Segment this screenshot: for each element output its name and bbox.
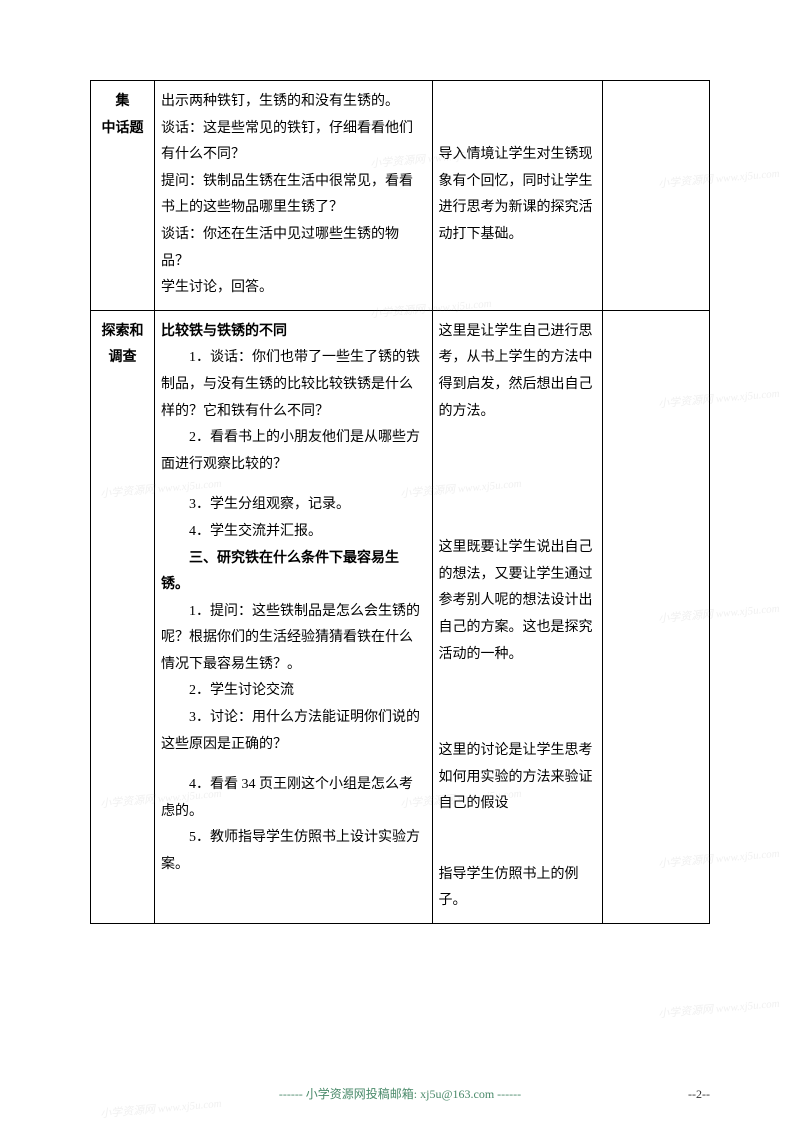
content-para: 谈话：这是些常见的铁钉，仔细看看他们有什么不同？ [161,116,425,169]
note-text: 这里是让学生自己进行思考，从书上学生的方法中得到启发，然后想出自己的方法。 [439,319,597,425]
content-para: 出示两种铁钉，生锈的和没有生锈的。 [161,89,425,116]
lesson-plan-table: 集 中话题 出示两种铁钉，生锈的和没有生锈的。 谈话：这是些常见的铁钉，仔细看看… [90,80,710,924]
content-para: 谈话：你还在生活中见过哪些生锈的物品？ [161,222,425,275]
table-row: 探索和 调查 比较铁与铁锈的不同 1．谈话：你们也带了一些生了锈的铁制品，与没有… [91,310,710,923]
table-row: 集 中话题 出示两种铁钉，生锈的和没有生锈的。 谈话：这是些常见的铁钉，仔细看看… [91,81,710,311]
note-text: 这里既要让学生说出自己的想法，又要让学生通过参考别人呢的想法设计出自己的方案。这… [439,535,597,668]
content-para: 学生讨论，回答。 [161,275,425,302]
footer-text: ------ 小学资源网投稿邮箱: xj5u@163.com ------ [0,1085,800,1102]
content-para: 4．学生交流并汇报。 [161,519,425,546]
content-para: 2．学生讨论交流 [161,678,425,705]
label-text: 调查 [97,345,148,372]
content-para: 1．提问：这些铁制品是怎么会生锈的呢？根据你们的生活经验猜猜看铁在什么情况下最容… [161,599,425,679]
watermark: 小学资源网 www.xj5u.com [658,995,781,1022]
content-heading: 比较铁与铁锈的不同 [161,319,425,346]
content-para: 2．看看书上的小朋友他们是从哪些方面进行观察比较的？ [161,425,425,478]
note-text: 这里的讨论是让学生思考如何用实验的方法来验证自己的假设 [439,738,597,818]
label-text: 中话题 [97,116,148,143]
content-para: 1．谈话：你们也带了一些生了锈的铁制品，与没有生锈的比较比较铁锈是什么样的？它和… [161,345,425,425]
content-para: 提问：铁制品生锈在生活中很常见，看看书上的这些物品哪里生锈了？ [161,169,425,222]
content-heading: 三、研究铁在什么条件下最容易生锈。 [161,546,425,599]
content-para: 3．讨论：用什么方法能证明你们说的这些原因是正确的？ [161,705,425,758]
blank-cell [603,81,710,311]
label-text: 集 [97,89,148,116]
page-number: --2-- [688,1087,710,1102]
content-para: 3．学生分组观察，记录。 [161,492,425,519]
content-para: 5．教师指导学生仿照书上设计实验方案。 [161,825,425,878]
label-text: 探索和 [97,319,148,346]
note-text: 指导学生仿照书上的例子。 [439,862,597,915]
row-label-cell: 探索和 调查 [91,310,155,923]
content-para: 4．看看 34 页王刚这个小组是怎么考虑的。 [161,772,425,825]
content-cell: 比较铁与铁锈的不同 1．谈话：你们也带了一些生了锈的铁制品，与没有生锈的比较比较… [155,310,432,923]
row-label-cell: 集 中话题 [91,81,155,311]
content-cell: 出示两种铁钉，生锈的和没有生锈的。 谈话：这是些常见的铁钉，仔细看看他们有什么不… [155,81,432,311]
note-cell: 导入情境让学生对生锈现象有个回忆，同时让学生进行思考为新课的探究活动打下基础。 [432,81,603,311]
note-text: 导入情境让学生对生锈现象有个回忆，同时让学生进行思考为新课的探究活动打下基础。 [439,142,597,248]
blank-cell [603,310,710,923]
note-cell: 这里是让学生自己进行思考，从书上学生的方法中得到启发，然后想出自己的方法。 这里… [432,310,603,923]
